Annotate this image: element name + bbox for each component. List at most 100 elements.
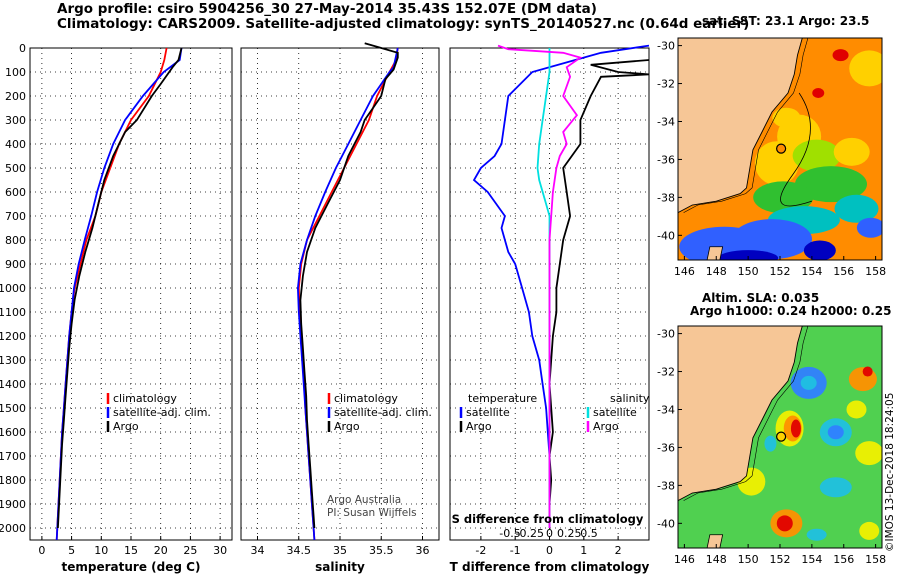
x-tick-label: 36: [416, 544, 430, 557]
depth-tick-label: 200: [5, 90, 26, 103]
legend-label: satellite: [593, 406, 637, 419]
legend-label: satellite-adj. clim.: [334, 406, 432, 419]
lat-tick-label: -30: [657, 40, 675, 53]
top-tick-label: 0.5: [580, 527, 598, 540]
land-polygon: [678, 326, 803, 502]
float-position-marker: [776, 431, 787, 442]
x-tick-label: 25: [183, 544, 197, 557]
depth-tick-label: 2000: [0, 522, 26, 535]
credit-annotation: Argo Australia: [327, 494, 401, 506]
top-tick-label: -0.5: [499, 527, 520, 540]
sst-patch: [772, 107, 801, 128]
lat-tick-label: -32: [657, 78, 675, 91]
legend-title-temperature: temperature: [468, 392, 537, 405]
legend-label: satellite: [466, 406, 510, 419]
depth-tick-label: 1300: [0, 354, 26, 367]
depth-tick-label: 1600: [0, 426, 26, 439]
sst-patch: [833, 137, 870, 166]
lat-tick-label: -32: [657, 366, 675, 379]
x-tick-label: 5: [68, 544, 75, 557]
sla-patch: [800, 375, 817, 390]
shelf-contour: [683, 38, 809, 213]
depth-tick-label: 1200: [0, 330, 26, 343]
legend-label: satellite-adj. clim.: [113, 406, 211, 419]
x-tick-label: 34: [251, 544, 265, 557]
sla-patch: [806, 528, 827, 541]
lat-tick-label: -34: [657, 115, 675, 128]
lat-tick-label: -40: [657, 517, 675, 530]
island-polygon: [706, 534, 724, 548]
lon-tick-label: 158: [865, 265, 886, 278]
sst-contour: [780, 92, 813, 207]
lon-tick-label: 146: [674, 553, 695, 566]
depth-tick-label: 800: [5, 234, 26, 247]
x-axis-label: temperature (deg C): [62, 560, 201, 574]
sst-patch: [849, 50, 882, 87]
lat-tick-label: -36: [657, 153, 675, 166]
x-tick-label: 2: [615, 544, 622, 557]
x-tick-label: 0: [38, 544, 45, 557]
legend-label: Argo: [113, 420, 139, 433]
legend-label: climatology: [113, 392, 177, 405]
lat-tick-label: -40: [657, 229, 675, 242]
legend-label: Argo: [593, 420, 619, 433]
depth-tick-label: 400: [5, 138, 26, 151]
series-line-argo: [299, 42, 399, 529]
series-line-t-satellite: [472, 44, 650, 528]
depth-tick-label: 1100: [0, 306, 26, 319]
sla-map-title-line1: Altim. SLA: 0.035: [702, 291, 820, 305]
x-axis-label: salinity: [315, 560, 365, 574]
sla-patch: [827, 425, 844, 440]
sla-map-title-line2: Argo h1000: 0.24 h2000: 0.25: [690, 304, 892, 318]
difference-profile-chart: -2 -1 0 1 2 T difference from climatology S di…: [449, 44, 650, 574]
header-title-line2: Climatology: CARS2009. Satellite-adjuste…: [57, 16, 750, 32]
legend-label: Argo: [466, 420, 492, 433]
series-line-argo: [57, 47, 183, 529]
island-polygon: [706, 246, 724, 260]
lon-tick-label: 150: [738, 265, 759, 278]
x-tick-label: 20: [154, 544, 168, 557]
sla-patch: [862, 366, 873, 377]
depth-tick-label: 0: [19, 42, 26, 55]
x-tick-label: 1: [580, 544, 587, 557]
x-tick-label: 30: [213, 544, 227, 557]
salinity-profile-chart: 34 34.5 35 35.5 36 salinity climatologysatelli…: [240, 42, 440, 574]
series-line-s-argo: [497, 44, 583, 528]
depth-tick-label: 1900: [0, 498, 26, 511]
x-tick-label: 35: [333, 544, 347, 557]
sla-map: -30 -32 -34 -36 -38 -40 146 148 150 152 154 156 158: [657, 325, 886, 566]
depth-tick-label: 300: [5, 114, 26, 127]
sst-patch: [803, 240, 836, 260]
temperature-profile-chart: 0 5 10 15 20 25 300100200300400500600700800900…: [0, 42, 233, 574]
lon-tick-label: 148: [706, 265, 727, 278]
x-tick-label: 10: [94, 544, 108, 557]
sst-patch: [807, 94, 864, 130]
lat-tick-label: -30: [657, 328, 675, 341]
top-tick-label: -0.25: [516, 527, 544, 540]
sst-map-title: sat. SST: 23.1 Argo: 23.5: [702, 14, 870, 28]
lat-tick-label: -36: [657, 441, 675, 454]
x-tick-label: 34.5: [287, 544, 312, 557]
legend-label: Argo: [334, 420, 360, 433]
land-polygon: [678, 38, 803, 214]
depth-tick-label: 1800: [0, 474, 26, 487]
depth-tick-label: 1000: [0, 282, 26, 295]
lon-tick-label: 146: [674, 265, 695, 278]
series-line-t-argo: [548, 59, 650, 528]
lon-tick-label: 152: [770, 553, 791, 566]
sla-patch: [819, 477, 852, 498]
sst-patch: [679, 226, 770, 260]
sst-patch: [795, 166, 867, 203]
sla-patch: [764, 435, 777, 452]
sst-patch: [834, 194, 879, 223]
sla-patch: [790, 419, 801, 438]
shelf-contour: [683, 326, 809, 501]
lon-tick-label: 154: [801, 553, 822, 566]
top-tick-label: 0: [546, 527, 553, 540]
top-axis-label: S difference from climatology: [452, 512, 644, 526]
sst-patch: [812, 88, 825, 99]
sst-patch: [832, 49, 849, 62]
lon-tick-label: 158: [865, 553, 886, 566]
legend-label: climatology: [334, 392, 398, 405]
map-field: [678, 38, 882, 260]
